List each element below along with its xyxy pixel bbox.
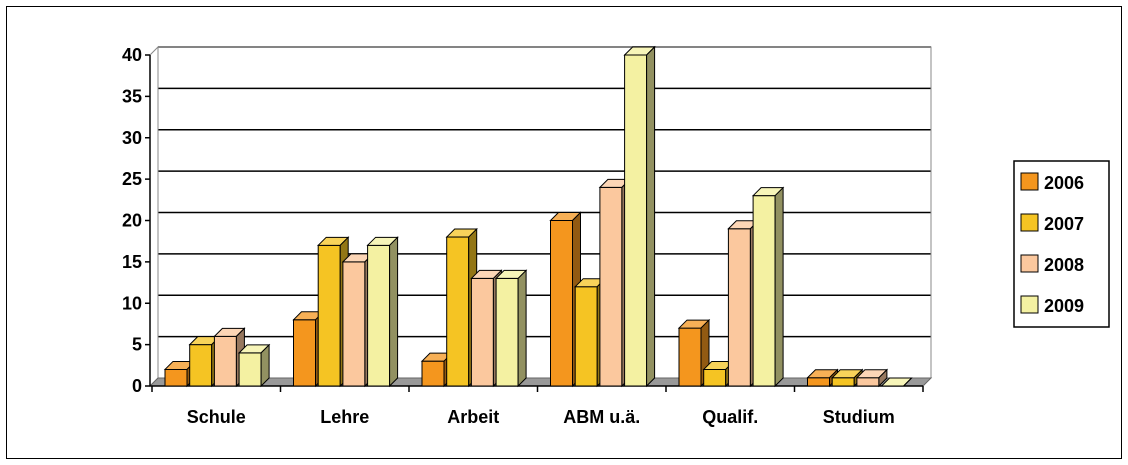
y-tick-label: 25 <box>122 169 142 189</box>
bar-front <box>495 277 519 387</box>
bars <box>163 45 913 388</box>
legend-label: 2009 <box>1044 296 1084 316</box>
bar-side <box>774 186 784 388</box>
bar <box>751 186 785 388</box>
bar-side <box>646 45 656 388</box>
bar-front <box>624 54 648 387</box>
bar-front <box>189 344 213 387</box>
bar <box>880 377 913 387</box>
y-tick-label: 15 <box>122 252 142 272</box>
legend-swatch <box>1020 213 1039 232</box>
legend-swatch <box>1020 295 1039 314</box>
bar-front <box>831 377 855 387</box>
legend-swatch <box>1020 172 1039 191</box>
bar-front <box>599 186 623 387</box>
bar-front <box>342 261 366 387</box>
x-category-label: Studium <box>823 407 895 427</box>
bar-side <box>389 236 399 388</box>
y-tick-label: 30 <box>122 128 142 148</box>
x-category-label: Arbeit <box>447 407 499 427</box>
bar-front <box>213 335 237 387</box>
bar-front <box>470 277 494 387</box>
bar <box>855 368 889 388</box>
legend-label: 2006 <box>1044 173 1084 193</box>
y-tick-label: 10 <box>122 293 142 313</box>
bar-front <box>703 368 727 387</box>
bar <box>677 318 711 388</box>
bar <box>445 227 478 388</box>
legend-label: 2007 <box>1044 214 1084 234</box>
plot-side-wall <box>149 45 159 388</box>
bar-front <box>678 327 702 387</box>
bar-front <box>550 220 573 387</box>
bar-front <box>367 244 391 387</box>
bar-front <box>421 360 445 387</box>
axes <box>145 54 924 392</box>
bar-side <box>517 269 527 388</box>
y-tick-label: 35 <box>122 86 142 106</box>
gridlines <box>148 45 933 388</box>
bar-front <box>752 195 776 387</box>
bar <box>237 343 271 388</box>
bar-front <box>856 377 880 387</box>
x-category-label: Schule <box>187 407 246 427</box>
legend-label: 2008 <box>1044 255 1084 275</box>
y-tick-label: 40 <box>122 45 142 65</box>
bar-front <box>807 377 830 387</box>
bar-front <box>574 286 598 387</box>
bar-side <box>903 377 912 387</box>
bar-side <box>878 368 888 388</box>
x-category-label: ABM u.ä. <box>563 407 640 427</box>
bar-front <box>238 352 262 387</box>
legend: 2006 2007 2008 2009 <box>1013 160 1110 328</box>
bar-front <box>164 368 188 387</box>
bar-front <box>317 244 341 387</box>
bar <box>623 45 656 388</box>
bar-side <box>260 343 270 388</box>
y-tick-label: 5 <box>132 335 142 355</box>
bar <box>366 236 399 388</box>
bar-front <box>727 228 751 387</box>
legend-swatch <box>1020 254 1039 273</box>
axis-labels: 0 5 10 15 20 25 30 35 40 Schule Lehre Arbeit ABM u.ä… <box>122 45 895 427</box>
x-category-label: Qualif. <box>702 407 758 427</box>
bar-front <box>293 319 316 387</box>
x-category-label: Lehre <box>320 407 369 427</box>
y-tick-label: 20 <box>122 211 142 231</box>
bar-front <box>446 236 470 387</box>
bar <box>494 269 528 388</box>
y-tick-label: 0 <box>132 376 142 396</box>
